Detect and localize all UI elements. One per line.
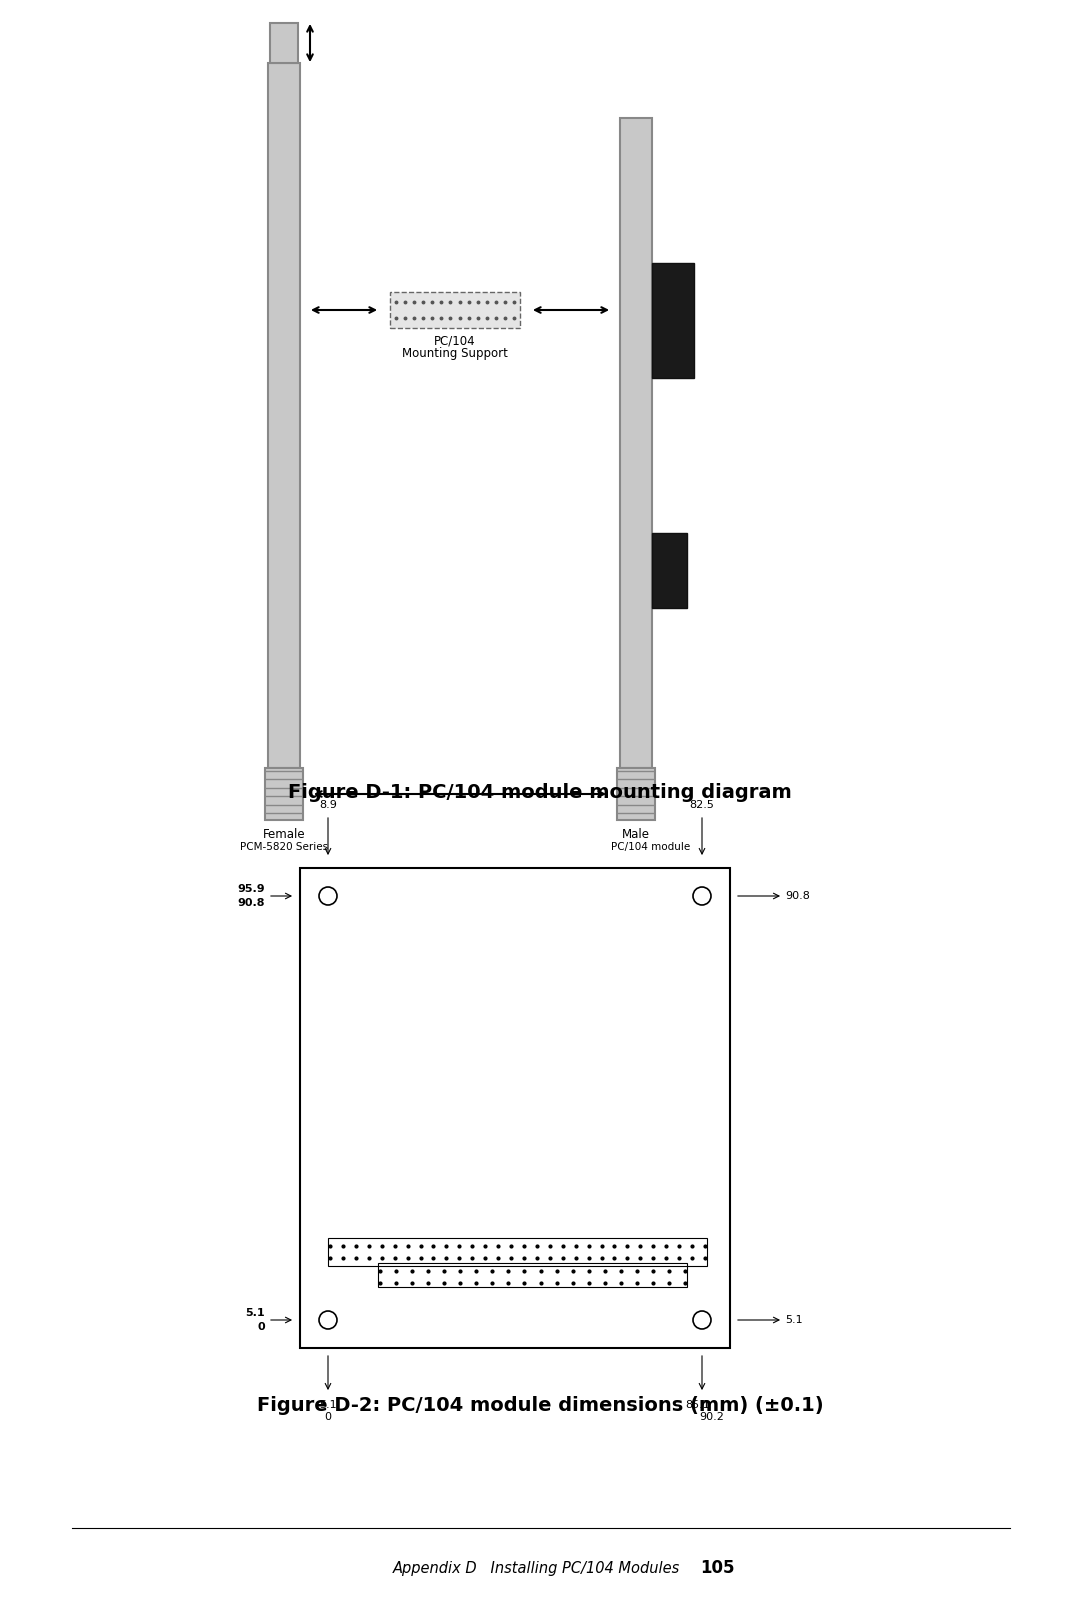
Text: 5.1: 5.1 [320,1400,337,1409]
Circle shape [693,1311,711,1328]
Circle shape [693,887,711,904]
Text: Figure D-1: PC/104 module mounting diagram: Figure D-1: PC/104 module mounting diagr… [288,783,792,803]
Text: Female: Female [262,828,306,841]
Text: 90.2: 90.2 [700,1413,725,1422]
Bar [328,1238,707,1265]
Text: 85.1: 85.1 [686,1400,711,1409]
Text: Mounting Support: Mounting Support [402,346,508,359]
Text: Appendix D   Installing PC/104 Modules: Appendix D Installing PC/104 Modules [393,1560,680,1576]
Bar [378,1264,687,1286]
Text: 90.8: 90.8 [785,892,810,901]
Text: 0: 0 [257,1322,265,1332]
Text: 0: 0 [324,1413,332,1422]
Bar [265,769,303,820]
Bar [620,118,652,769]
Text: PCM-5820 Series: PCM-5820 Series [240,841,328,853]
Bar [300,867,730,1348]
Bar [652,532,687,608]
Text: 95.9: 95.9 [238,883,265,895]
Bar [617,769,654,820]
Text: 105: 105 [700,1560,734,1578]
Text: Figure D-2: PC/104 module dimensions (mm) (±0.1): Figure D-2: PC/104 module dimensions (mm… [257,1396,823,1416]
Text: 5.1: 5.1 [785,1315,802,1325]
Text: 5.1: 5.1 [245,1307,265,1319]
Text: 90.8: 90.8 [238,898,265,908]
Circle shape [319,1311,337,1328]
Text: PC/104 module: PC/104 module [611,841,690,853]
Text: PC/104: PC/104 [434,333,476,346]
Text: 82.5: 82.5 [689,799,715,811]
Bar [652,264,694,379]
Text: Male: Male [622,828,650,841]
Bar [390,291,519,328]
Bar [270,23,298,63]
Circle shape [319,887,337,904]
Text: 8.9: 8.9 [319,799,337,811]
Bar [268,63,300,769]
